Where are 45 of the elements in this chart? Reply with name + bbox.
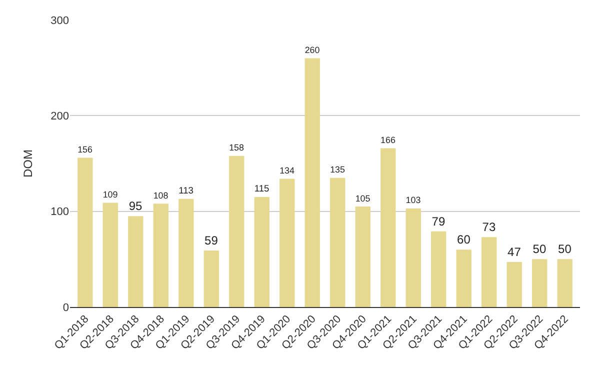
bar <box>406 208 421 307</box>
bar <box>304 58 320 307</box>
bar <box>330 178 346 307</box>
data-label: 73 <box>482 220 496 234</box>
bar <box>128 216 144 307</box>
bar <box>78 158 93 307</box>
data-label: 105 <box>355 193 370 204</box>
data-label: 60 <box>457 232 471 247</box>
bar <box>482 237 497 307</box>
bar <box>102 202 118 307</box>
data-label: 135 <box>330 164 345 175</box>
bar <box>557 259 572 307</box>
bar <box>456 250 472 307</box>
bar <box>254 196 270 307</box>
y-tick-label: 100 <box>50 206 69 218</box>
bar <box>204 250 219 307</box>
data-label: 115 <box>254 184 270 194</box>
y-tick-label: 0 <box>62 302 69 314</box>
data-label: 108 <box>153 190 168 200</box>
y-axis-title: DOM <box>20 150 35 178</box>
data-label: 166 <box>380 134 396 145</box>
data-label: 59 <box>204 234 218 248</box>
data-label: 95 <box>128 199 142 214</box>
data-label: 156 <box>78 144 93 155</box>
bar <box>355 206 370 307</box>
bar <box>431 231 446 307</box>
bar <box>229 156 244 307</box>
y-tick-label: 300 <box>50 14 69 27</box>
bar <box>178 198 194 307</box>
data-label: 109 <box>102 189 118 200</box>
data-label: 79 <box>432 214 446 228</box>
data-label: 158 <box>229 142 244 153</box>
data-label: 50 <box>532 242 546 256</box>
data-label: 47 <box>508 245 522 260</box>
y-tick-label: 200 <box>50 110 69 123</box>
bar <box>280 178 295 307</box>
data-label: 103 <box>406 195 421 206</box>
bar <box>380 148 396 307</box>
bar <box>153 204 168 307</box>
data-label: 134 <box>280 166 294 176</box>
data-label: 260 <box>304 45 320 56</box>
bar <box>506 262 522 307</box>
bar <box>532 259 548 307</box>
data-label: 50 <box>558 242 572 256</box>
data-label: 113 <box>178 186 194 196</box>
